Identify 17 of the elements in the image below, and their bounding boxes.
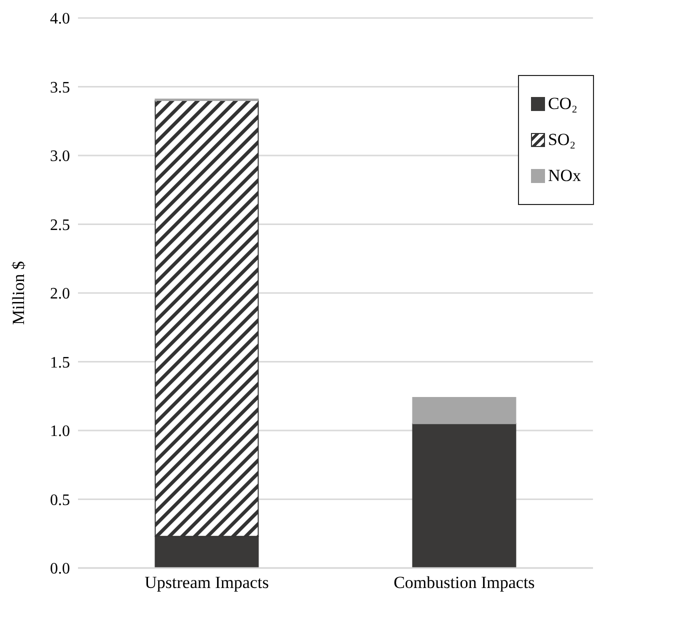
y-tick-label: 2.0 bbox=[50, 286, 70, 303]
x-tick-label: Upstream Impacts bbox=[144, 573, 269, 592]
x-tick-label: Combustion Impacts bbox=[394, 573, 535, 592]
y-tick-label: 4.0 bbox=[50, 10, 70, 28]
y-tick-label: 1.0 bbox=[50, 423, 70, 440]
y-axis-title: Million $ bbox=[9, 261, 28, 325]
y-tick-label: 0.5 bbox=[50, 492, 70, 509]
y-tick-label: 3.0 bbox=[50, 148, 70, 166]
legend-label: CO₂ bbox=[548, 94, 578, 114]
y-tick-label: 2.5 bbox=[50, 216, 70, 234]
y-tick-label: 0.0 bbox=[50, 560, 70, 578]
y-tick-label: 3.5 bbox=[50, 79, 70, 96]
bar bbox=[412, 423, 516, 568]
legend-label: SO₂ bbox=[548, 130, 576, 150]
y-tick-label: 1.5 bbox=[50, 354, 70, 372]
bar bbox=[412, 397, 516, 424]
legend-label: NOx bbox=[548, 166, 581, 186]
